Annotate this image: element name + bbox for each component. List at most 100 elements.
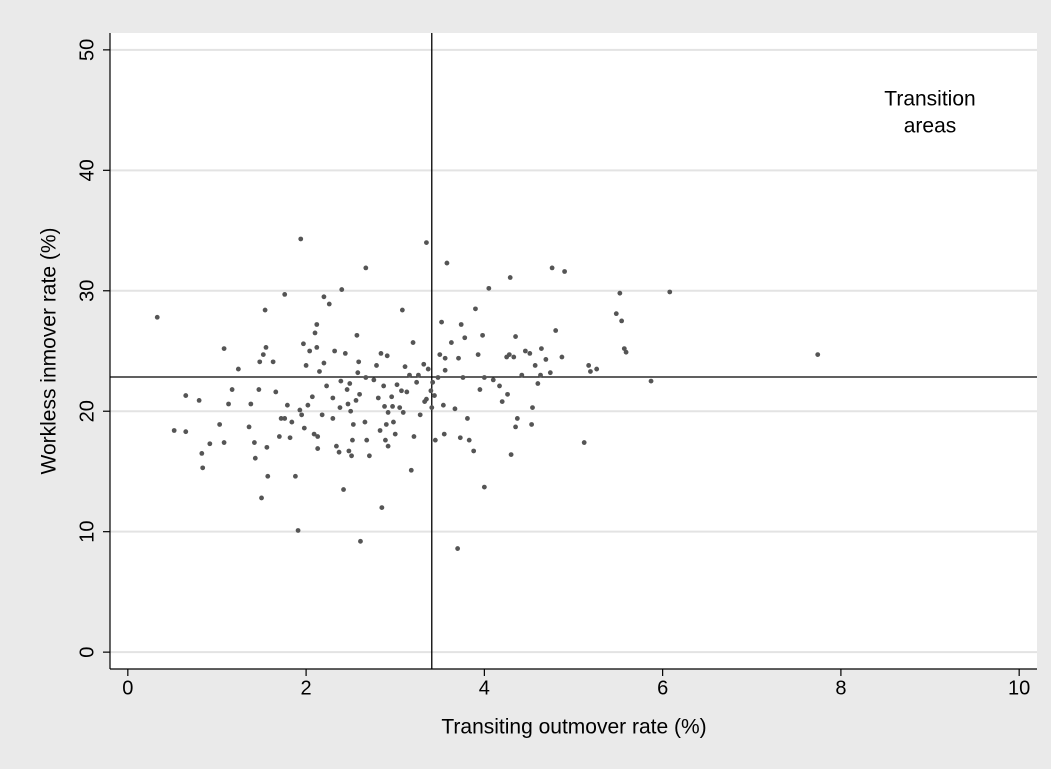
point bbox=[374, 363, 379, 368]
point bbox=[363, 375, 369, 380]
point bbox=[357, 391, 362, 397]
point bbox=[312, 330, 318, 336]
point bbox=[442, 367, 448, 373]
point bbox=[425, 366, 431, 372]
point bbox=[226, 401, 231, 407]
point bbox=[486, 285, 492, 291]
point bbox=[527, 351, 533, 356]
point bbox=[471, 448, 477, 454]
point bbox=[529, 422, 535, 427]
point bbox=[207, 441, 213, 447]
point bbox=[377, 428, 383, 433]
point bbox=[324, 383, 329, 389]
point bbox=[334, 443, 339, 449]
point bbox=[355, 370, 361, 376]
point bbox=[382, 404, 387, 409]
point bbox=[200, 465, 206, 471]
point bbox=[317, 369, 322, 374]
point bbox=[519, 372, 525, 378]
point bbox=[383, 422, 389, 427]
point bbox=[363, 265, 369, 271]
point bbox=[366, 453, 372, 459]
point bbox=[613, 311, 619, 317]
point bbox=[429, 405, 435, 411]
marks bbox=[110, 33, 1037, 669]
point bbox=[452, 406, 458, 412]
point bbox=[397, 405, 403, 411]
point bbox=[364, 437, 370, 443]
point bbox=[371, 377, 377, 383]
point bbox=[305, 402, 311, 408]
point bbox=[462, 335, 468, 341]
point bbox=[458, 322, 464, 327]
y-tick-label: 20 bbox=[76, 400, 98, 422]
point bbox=[256, 387, 262, 392]
y-tick-label: 50 bbox=[76, 39, 98, 61]
point bbox=[354, 332, 360, 338]
point bbox=[309, 394, 315, 400]
point bbox=[435, 375, 441, 380]
point bbox=[229, 387, 235, 392]
point bbox=[421, 361, 427, 367]
point bbox=[522, 348, 528, 354]
point bbox=[263, 344, 269, 350]
x-tick-label: 8 bbox=[835, 677, 846, 699]
point bbox=[440, 402, 446, 408]
point bbox=[424, 396, 429, 402]
point bbox=[511, 354, 517, 360]
point bbox=[348, 408, 354, 414]
point bbox=[350, 437, 355, 443]
point bbox=[490, 377, 496, 383]
point bbox=[358, 538, 363, 544]
point bbox=[273, 389, 279, 395]
annotation: Transition bbox=[884, 88, 975, 111]
point bbox=[342, 351, 348, 356]
point bbox=[586, 363, 592, 368]
x-tick-label: 2 bbox=[301, 677, 312, 699]
point bbox=[339, 287, 345, 292]
point bbox=[513, 334, 518, 339]
point bbox=[356, 359, 362, 365]
point bbox=[481, 375, 487, 380]
point bbox=[441, 431, 447, 437]
point bbox=[345, 401, 351, 407]
point bbox=[530, 405, 535, 411]
point bbox=[507, 275, 513, 280]
point bbox=[562, 269, 567, 274]
point bbox=[260, 352, 266, 358]
point bbox=[594, 366, 600, 372]
point bbox=[251, 440, 257, 445]
point bbox=[514, 416, 520, 421]
point bbox=[326, 301, 332, 307]
point bbox=[289, 419, 295, 425]
point bbox=[385, 443, 391, 449]
point bbox=[217, 422, 223, 427]
point bbox=[648, 378, 654, 384]
point bbox=[383, 437, 388, 443]
point bbox=[432, 437, 438, 443]
point bbox=[424, 240, 429, 245]
point bbox=[457, 435, 463, 441]
y-tick-label: 10 bbox=[76, 521, 98, 543]
y-tick-label: 40 bbox=[76, 159, 98, 181]
axes: 0 10 20 30 40 50 0 2 4 6 8 10 bbox=[76, 33, 1037, 699]
point bbox=[617, 290, 623, 296]
point bbox=[480, 332, 485, 338]
point bbox=[293, 473, 298, 479]
point bbox=[442, 355, 448, 361]
point bbox=[330, 416, 336, 421]
point bbox=[301, 341, 306, 347]
point bbox=[315, 446, 321, 451]
point bbox=[466, 437, 472, 443]
point bbox=[410, 340, 416, 345]
point bbox=[384, 353, 390, 359]
point bbox=[375, 395, 381, 401]
y-axis-label: Workless inmover rate (%) bbox=[38, 228, 61, 475]
point bbox=[437, 352, 443, 358]
point bbox=[475, 352, 481, 358]
point bbox=[411, 434, 417, 439]
point bbox=[183, 393, 189, 398]
point bbox=[259, 495, 264, 501]
